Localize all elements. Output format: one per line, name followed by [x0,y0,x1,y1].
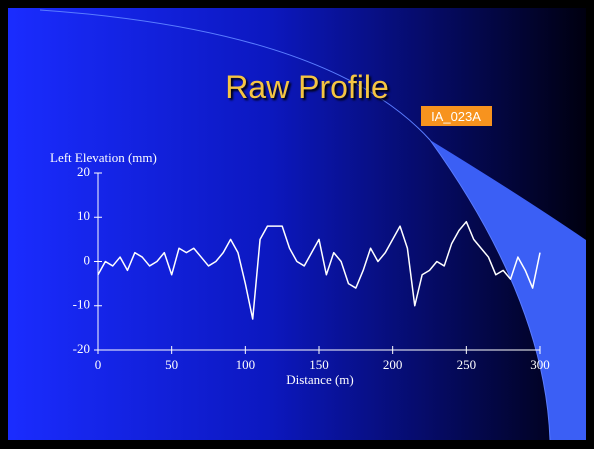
data-line [97,220,541,320]
x-tick-label: 200 [383,357,403,372]
x-tick-label: 50 [165,357,178,372]
x-axis-label: Distance (m) [286,372,354,387]
x-tick-label: 100 [236,357,256,372]
y-tick-label: 10 [77,208,90,223]
decor-shape [430,140,586,440]
annotation: IA_023A [431,109,481,124]
y-tick-label: 0 [84,252,91,267]
decor-arc [39,9,551,441]
y-tick-label: -20 [73,341,90,356]
x-tick-label: 250 [457,357,477,372]
x-tick-label: 150 [309,357,329,372]
x-tick-label: 0 [95,357,102,372]
chart-title: Raw Profile [225,69,389,105]
y-tick-label: -10 [73,297,90,312]
annotation-box [421,106,492,126]
y-tick-label: 20 [77,164,90,179]
x-tick-label: 300 [530,357,550,372]
y-axis-label: Left Elevation (mm) [50,150,157,165]
